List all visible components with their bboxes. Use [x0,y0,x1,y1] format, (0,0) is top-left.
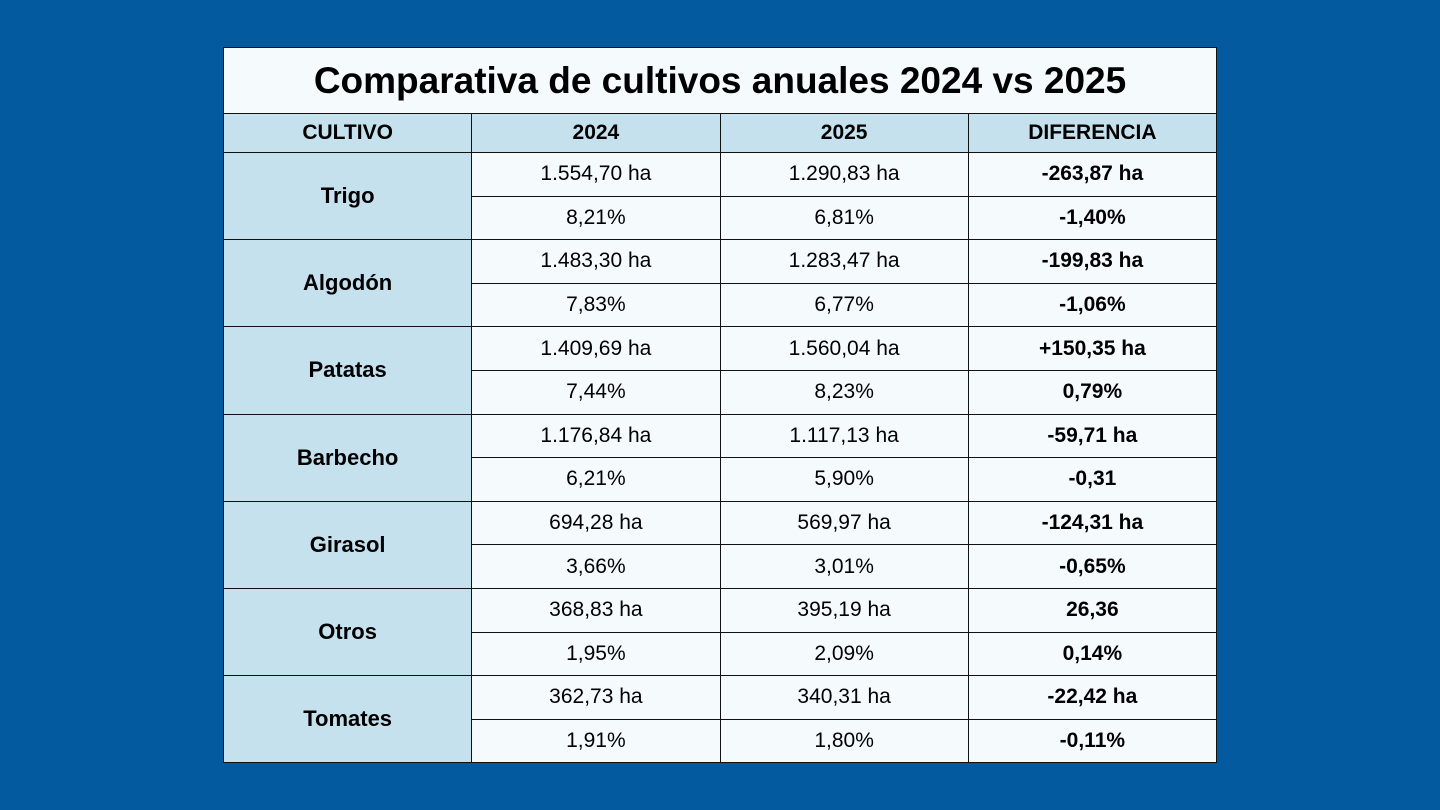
header-row: CULTIVO 2024 2025 DIFERENCIA [222,113,1218,153]
table-row-hectares: Girasol 694,28 ha 569,97 ha -124,31 ha [222,500,1218,589]
table-row-percent: 7,83% 6,77% -1,06% [224,282,1218,328]
percent-2025: 6,77% [719,282,969,328]
percent-2025: 1,80% [719,718,969,764]
crop-name: Barbecho [222,413,473,502]
percent-2025: 2,09% [719,631,969,677]
percent-difference: -1,06% [967,282,1218,328]
hectares-2024: 694,28 ha [471,500,721,546]
table-row-hectares: Algodón 1.483,30 ha 1.283,47 ha -199,83 ha [222,239,1218,328]
table-row-percent: 7,44% 8,23% 0,79% [224,369,1218,415]
percent-difference: -0,11% [967,718,1218,764]
table-title: Comparativa de cultivos anuales 2024 vs … [223,47,1217,114]
hectares-difference: -59,71 ha [967,413,1218,459]
hectares-2025: 395,19 ha [719,587,969,633]
hectares-2025: 1.117,13 ha [719,413,969,459]
table-row-hectares: Patatas 1.409,69 ha 1.560,04 ha +150,35 ha [222,326,1218,415]
hectares-difference: -22,42 ha [967,675,1218,720]
table-row-hectares: Otros 368,83 ha 395,19 ha 26,36 [222,587,1218,677]
header-2024: 2024 [471,113,721,153]
hectares-difference: -124,31 ha [967,500,1218,546]
hectares-2025: 1.290,83 ha [719,152,969,197]
percent-difference: 0,79% [967,369,1218,415]
percent-2025: 6,81% [719,195,969,241]
hectares-2025: 1.283,47 ha [719,239,969,284]
hectares-2025: 1.560,04 ha [719,326,969,371]
crop-comparison-table: Comparativa de cultivos anuales 2024 vs … [222,47,1218,764]
crop-name: Algodón [222,239,473,328]
percent-2024: 3,66% [471,544,721,589]
crop-name: Otros [222,587,473,677]
percent-2024: 6,21% [471,457,721,502]
table-row-percent: 6,21% 5,90% -0,31 [224,457,1218,502]
percent-2024: 7,44% [471,369,721,415]
crop-name: Trigo [222,151,473,241]
hectares-2024: 362,73 ha [471,675,721,720]
percent-2025: 3,01% [719,544,969,589]
percent-2024: 1,95% [471,631,721,677]
percent-2024: 1,91% [471,718,721,764]
header-2025: 2025 [719,113,969,153]
table-row-percent: 8,21% 6,81% -1,40% [224,195,1218,241]
percent-2024: 8,21% [471,195,721,241]
percent-2024: 7,83% [471,282,721,328]
percent-difference: 0,14% [967,631,1218,677]
table-row-percent: 1,91% 1,80% -0,11% [224,718,1218,764]
table-row-percent: 3,66% 3,01% -0,65% [224,544,1218,589]
header-diferencia: DIFERENCIA [967,113,1218,153]
hectares-difference: -263,87 ha [967,152,1218,197]
percent-2025: 5,90% [719,457,969,502]
table-row-percent: 1,95% 2,09% 0,14% [224,631,1218,677]
hectares-2024: 1.409,69 ha [471,326,721,371]
table-row-hectares: Tomates 362,73 ha 340,31 ha -22,42 ha [222,675,1218,764]
hectares-difference: 26,36 [967,587,1218,633]
hectares-2024: 368,83 ha [471,587,721,633]
hectares-difference: -199,83 ha [967,239,1218,284]
hectares-difference: +150,35 ha [967,326,1218,371]
percent-difference: -0,65% [967,544,1218,589]
hectares-2025: 340,31 ha [719,675,969,720]
percent-difference: -0,31 [967,457,1218,502]
hectares-2024: 1.483,30 ha [471,239,721,284]
table-row-hectares: Barbecho 1.176,84 ha 1.117,13 ha -59,71 ha [222,413,1218,502]
header-cultivo: CULTIVO [222,113,473,153]
percent-2025: 8,23% [719,369,969,415]
hectares-2024: 1.554,70 ha [471,152,721,197]
hectares-2024: 1.176,84 ha [471,413,721,459]
percent-difference: -1,40% [967,195,1218,241]
crop-name: Tomates [222,675,473,764]
crop-name: Girasol [222,500,473,589]
table-row-hectares: Trigo 1.554,70 ha 1.290,83 ha -263,87 ha [222,151,1218,241]
hectares-2025: 569,97 ha [719,500,969,546]
crop-name: Patatas [222,326,473,415]
